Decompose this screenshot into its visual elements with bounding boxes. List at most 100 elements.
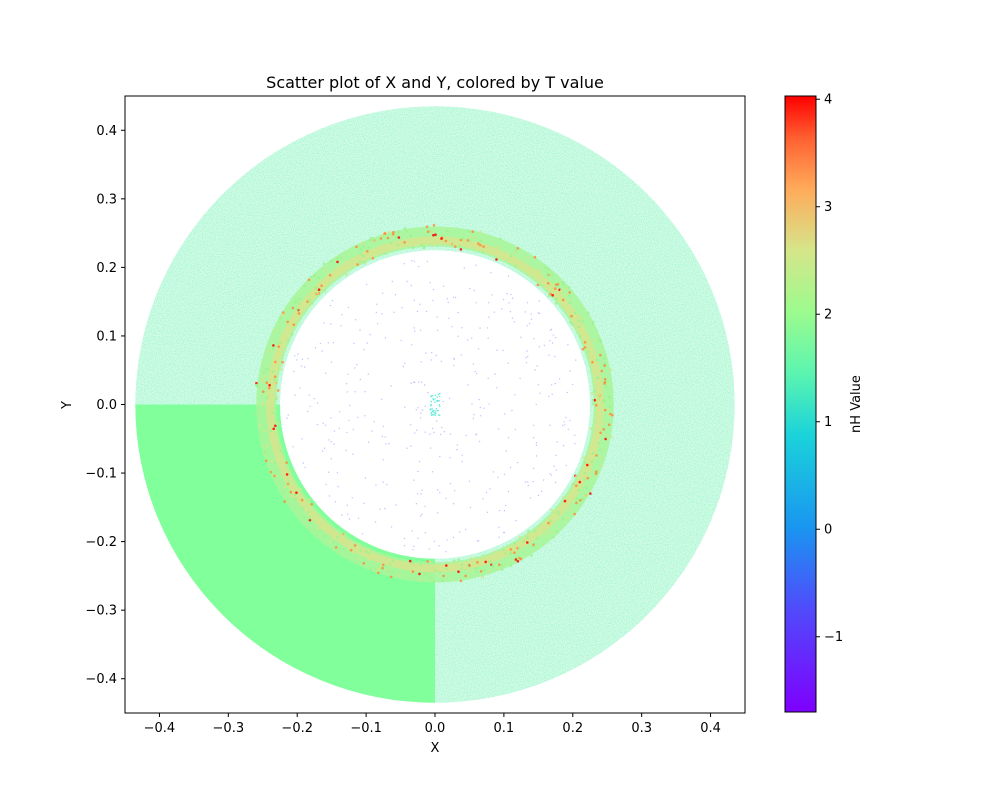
inner-point: [429, 433, 431, 435]
shell-point: [559, 290, 563, 294]
shell-point: [609, 435, 613, 439]
shell-point: [546, 268, 550, 271]
shell-point: [599, 353, 602, 357]
shell-point: [608, 396, 611, 400]
shell-point: [519, 557, 523, 561]
shell-point: [272, 427, 276, 431]
shell-point: [581, 347, 585, 351]
shell-point: [376, 567, 380, 571]
inner-point: [562, 424, 564, 427]
shell-point: [362, 254, 366, 258]
shell-point: [342, 547, 346, 550]
inner-point: [449, 457, 451, 459]
shell-point: [323, 268, 327, 271]
inner-point: [490, 272, 492, 274]
shell-point: [591, 398, 594, 402]
colorbar: −1 0 1 2 3 4 nH Value: [784, 93, 864, 713]
center-point: [431, 408, 434, 410]
shell-point: [602, 428, 606, 431]
inner-point: [567, 344, 569, 346]
shell-point: [287, 339, 290, 343]
shell-point: [279, 364, 283, 367]
center-point: [434, 414, 437, 417]
shell-point: [290, 469, 294, 473]
shell-point: [556, 283, 560, 286]
shell-point: [261, 377, 265, 380]
y-tick-label: 0.0: [96, 398, 117, 413]
shell-point: [383, 252, 387, 255]
inner-point: [432, 299, 434, 302]
shell-point: [432, 561, 436, 564]
inner-point: [339, 411, 341, 413]
inner-point: [404, 406, 406, 408]
shell-point: [381, 566, 384, 570]
inner-point: [511, 409, 513, 412]
inner-point: [330, 361, 333, 363]
shell-point: [533, 255, 537, 259]
inner-point: [519, 377, 521, 380]
inner-point: [445, 551, 447, 553]
inner-point: [286, 417, 288, 419]
inner-point: [412, 549, 414, 551]
inner-point: [353, 342, 355, 345]
shell-point: [551, 294, 554, 297]
inner-point: [359, 378, 361, 381]
inner-point: [332, 341, 335, 344]
shell-point: [264, 459, 268, 463]
inner-point: [420, 515, 422, 517]
inner-point: [433, 540, 436, 543]
y-tick-label: −0.3: [85, 604, 117, 619]
inner-point: [364, 477, 367, 479]
shell-point: [396, 243, 400, 247]
shell-point: [308, 518, 312, 522]
shell-point: [460, 563, 464, 567]
inner-point: [554, 382, 556, 385]
shell-point: [432, 580, 436, 583]
center-point: [437, 414, 440, 416]
shell-point: [590, 460, 594, 464]
inner-point: [403, 544, 406, 547]
inner-point: [321, 350, 323, 352]
shell-point: [282, 311, 285, 314]
shell-point: [473, 558, 476, 561]
inner-point: [367, 373, 369, 375]
inner-point: [357, 517, 360, 519]
inner-point: [443, 431, 446, 433]
inner-point: [551, 384, 553, 386]
shell-point: [571, 482, 574, 486]
x-tick-label: −0.3: [213, 721, 245, 736]
shell-point: [424, 572, 428, 576]
shell-point: [478, 563, 482, 566]
inner-point: [367, 441, 370, 443]
inner-point: [467, 339, 469, 341]
shell-point: [561, 517, 565, 521]
shell-point: [498, 563, 501, 566]
inner-point: [451, 326, 453, 328]
shell-point: [310, 503, 314, 506]
shell-point: [555, 530, 559, 533]
shell-point: [461, 240, 464, 244]
inner-point: [390, 385, 392, 387]
inner-point: [404, 362, 406, 364]
center-point: [431, 395, 434, 397]
shell-points: [254, 224, 614, 583]
inner-point: [510, 293, 512, 296]
inner-point: [569, 419, 571, 422]
shell-point: [273, 375, 277, 379]
inner-point: [497, 476, 499, 478]
y-tick-label: −0.2: [85, 535, 117, 550]
inner-point: [374, 521, 377, 523]
inner-point: [301, 438, 303, 440]
shell-point: [532, 543, 535, 546]
inner-point: [459, 531, 461, 533]
inner-point: [352, 453, 354, 455]
inner-point: [381, 398, 383, 400]
shell-point: [526, 532, 529, 536]
inner-point: [424, 431, 426, 433]
shell-point: [535, 536, 539, 540]
inner-point: [441, 426, 443, 429]
shell-point: [382, 563, 385, 567]
shell-point: [280, 313, 284, 317]
shell-point: [285, 499, 288, 502]
shell-point: [372, 240, 376, 243]
